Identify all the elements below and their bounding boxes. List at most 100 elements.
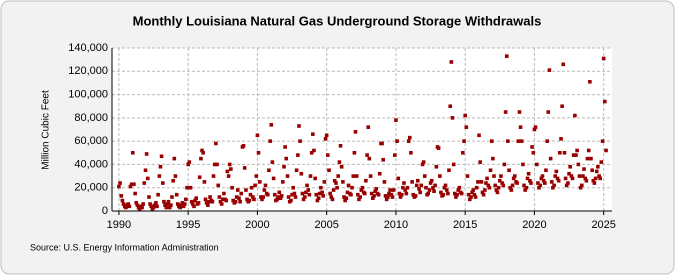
- data-point: [201, 150, 205, 155]
- data-point: [390, 195, 395, 199]
- data-point: [589, 156, 593, 161]
- data-point: [336, 174, 340, 178]
- data-point: [132, 182, 136, 187]
- data-point: [582, 167, 586, 171]
- data-point: [523, 188, 527, 192]
- data-point: [509, 188, 514, 192]
- source-note: Source: U.S. Energy Information Administ…: [30, 242, 219, 252]
- data-point: [395, 139, 399, 143]
- data-point: [419, 183, 424, 188]
- data-point: [557, 150, 562, 155]
- data-point: [306, 188, 311, 192]
- data-point: [499, 174, 503, 178]
- data-point: [503, 110, 508, 114]
- data-point: [471, 188, 476, 192]
- data-point: [178, 205, 182, 210]
- data-point: [483, 188, 487, 192]
- data-point: [218, 199, 223, 204]
- data-point: [566, 181, 570, 185]
- data-point: [137, 206, 142, 211]
- data-point: [367, 156, 372, 161]
- data-point: [327, 168, 331, 173]
- x-tick-label: 1990: [107, 219, 131, 231]
- data-point: [349, 192, 353, 197]
- data-point: [358, 195, 362, 199]
- data-point: [174, 192, 179, 197]
- data-point: [531, 150, 536, 155]
- data-point: [251, 195, 255, 199]
- data-point: [519, 139, 524, 143]
- data-point: [341, 180, 345, 184]
- data-point: [259, 195, 263, 199]
- data-point: [406, 139, 411, 143]
- data-point: [444, 188, 449, 192]
- data-point: [289, 198, 293, 203]
- data-point: [200, 148, 204, 153]
- data-point: [486, 183, 491, 188]
- data-point: [529, 181, 533, 185]
- data-point: [410, 180, 414, 184]
- data-point: [576, 162, 581, 167]
- data-point: [368, 174, 373, 178]
- data-point: [394, 118, 398, 122]
- data-point: [241, 144, 246, 148]
- data-point: [165, 202, 170, 206]
- data-point: [534, 162, 539, 167]
- data-point: [321, 194, 326, 198]
- data-point: [360, 185, 365, 190]
- data-point: [404, 191, 409, 196]
- data-point: [207, 199, 211, 204]
- data-point: [217, 195, 222, 199]
- data-point: [159, 154, 164, 159]
- data-point: [216, 183, 221, 188]
- data-point: [387, 191, 391, 196]
- data-point: [524, 185, 529, 190]
- data-point: [577, 174, 582, 178]
- data-point: [485, 176, 489, 181]
- data-point: [420, 162, 425, 167]
- data-point: [528, 178, 532, 183]
- data-point: [173, 174, 178, 178]
- data-point: [563, 176, 568, 181]
- data-point: [516, 139, 521, 143]
- data-point: [452, 191, 457, 196]
- data-point: [532, 127, 537, 132]
- data-point: [157, 174, 162, 178]
- data-point: [540, 174, 545, 178]
- data-point: [538, 183, 543, 188]
- data-point: [474, 185, 479, 190]
- data-point: [185, 185, 189, 190]
- data-point: [130, 150, 135, 155]
- data-point: [297, 124, 301, 128]
- data-point: [344, 196, 349, 200]
- data-point: [224, 198, 229, 203]
- data-point: [134, 201, 139, 205]
- data-point: [456, 188, 461, 192]
- data-point: [382, 180, 387, 184]
- data-point: [206, 203, 210, 207]
- data-point: [544, 168, 548, 173]
- data-point: [280, 180, 285, 184]
- data-point: [337, 160, 342, 164]
- data-point: [298, 139, 302, 143]
- data-point: [438, 174, 442, 178]
- data-point: [568, 164, 572, 169]
- data-point: [322, 180, 327, 184]
- data-point: [244, 188, 248, 192]
- data-point: [175, 202, 180, 206]
- data-point: [580, 183, 584, 188]
- data-point: [489, 139, 494, 143]
- data-point: [194, 196, 199, 200]
- data-point: [590, 168, 594, 173]
- data-point: [380, 141, 384, 146]
- data-point: [533, 125, 538, 129]
- data-point: [581, 174, 585, 178]
- x-tick-label: 2000: [245, 219, 269, 231]
- data-point: [199, 156, 203, 161]
- data-point: [275, 197, 279, 202]
- y-tick-label: 60,000: [74, 135, 108, 147]
- data-point: [477, 133, 481, 138]
- data-point: [476, 180, 480, 184]
- data-point: [356, 192, 360, 197]
